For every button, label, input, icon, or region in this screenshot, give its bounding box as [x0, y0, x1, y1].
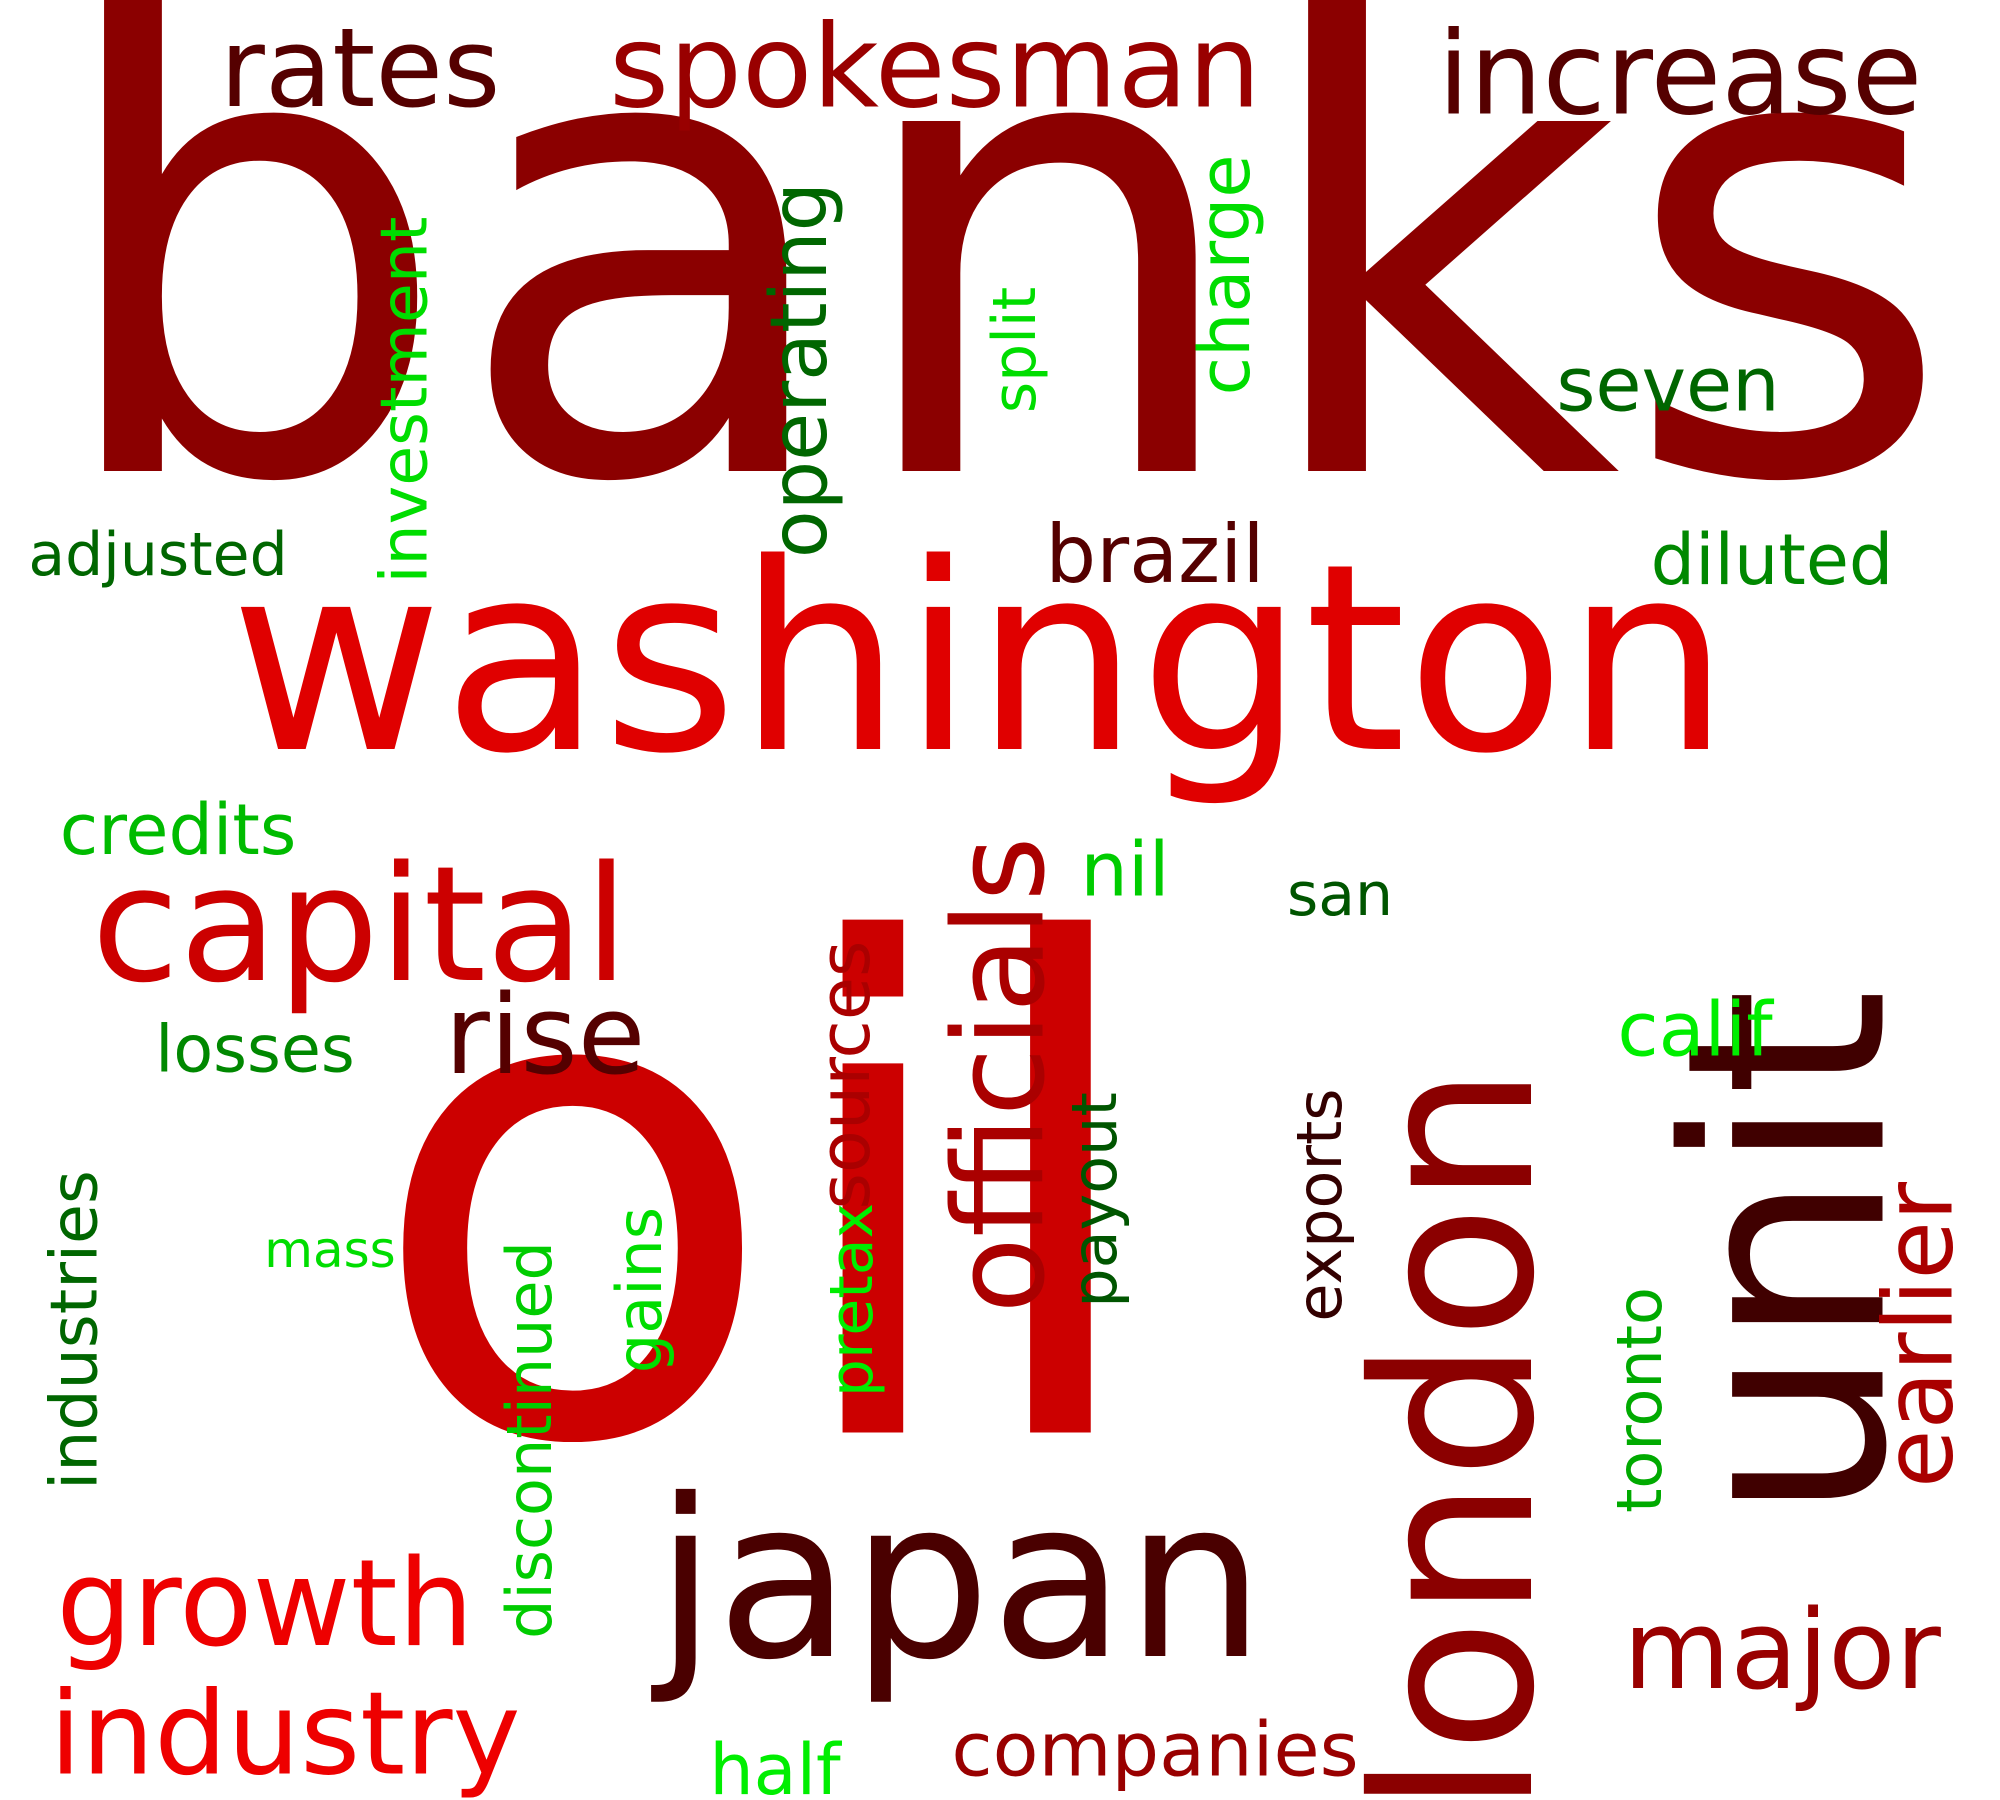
word-sources: sources: [804, 940, 886, 1210]
word-rates: rates: [219, 4, 501, 132]
word-discontinued: discontinued: [493, 1241, 566, 1639]
word-split: split: [980, 286, 1050, 414]
word-half: half: [709, 1729, 841, 1800]
word-san: san: [1286, 860, 1394, 930]
word-increase: increase: [1437, 7, 1923, 142]
word-adjusted: adjusted: [28, 520, 288, 590]
word-spokesman: spokesman: [609, 0, 1261, 135]
word-oil: oil: [365, 806, 1155, 1593]
word-rise: rise: [444, 971, 646, 1099]
word-operating: operating: [755, 181, 845, 559]
word-credits: credits: [59, 789, 297, 871]
word-industry: industry: [49, 1667, 521, 1800]
word-charge: charge: [1184, 154, 1266, 396]
word-japan: japan: [655, 1452, 1265, 1708]
word-major: major: [1623, 1586, 1941, 1714]
word-industries: industries: [37, 1170, 113, 1490]
word-capital: capital: [91, 831, 629, 1018]
word-gains: gains: [603, 1206, 676, 1374]
word-officials: officials: [927, 836, 1073, 1314]
word-banks: banks: [45, 0, 1955, 622]
word-mass: mass: [264, 1221, 396, 1279]
word-toronto: toronto: [1603, 1287, 1676, 1513]
word-companies: companies: [951, 1705, 1359, 1794]
word-losses: losses: [155, 1012, 355, 1088]
word-seven: seven: [1556, 340, 1780, 429]
word-brazil: brazil: [1045, 508, 1265, 601]
word-diluted: diluted: [1650, 519, 1894, 601]
word-investment: investment: [367, 216, 443, 584]
word-london: london: [1327, 1065, 1583, 1800]
word-earlier: earlier: [1864, 1181, 1975, 1489]
word-exports: exports: [1283, 1088, 1356, 1322]
word-nil: nil: [1080, 825, 1170, 914]
word-washington: washington: [229, 509, 1731, 811]
word-growth: growth: [56, 1535, 474, 1674]
word-pretax: pretax: [817, 1202, 887, 1398]
word-calif: calif: [1617, 985, 1773, 1074]
word-payout: payout: [1058, 1092, 1131, 1308]
